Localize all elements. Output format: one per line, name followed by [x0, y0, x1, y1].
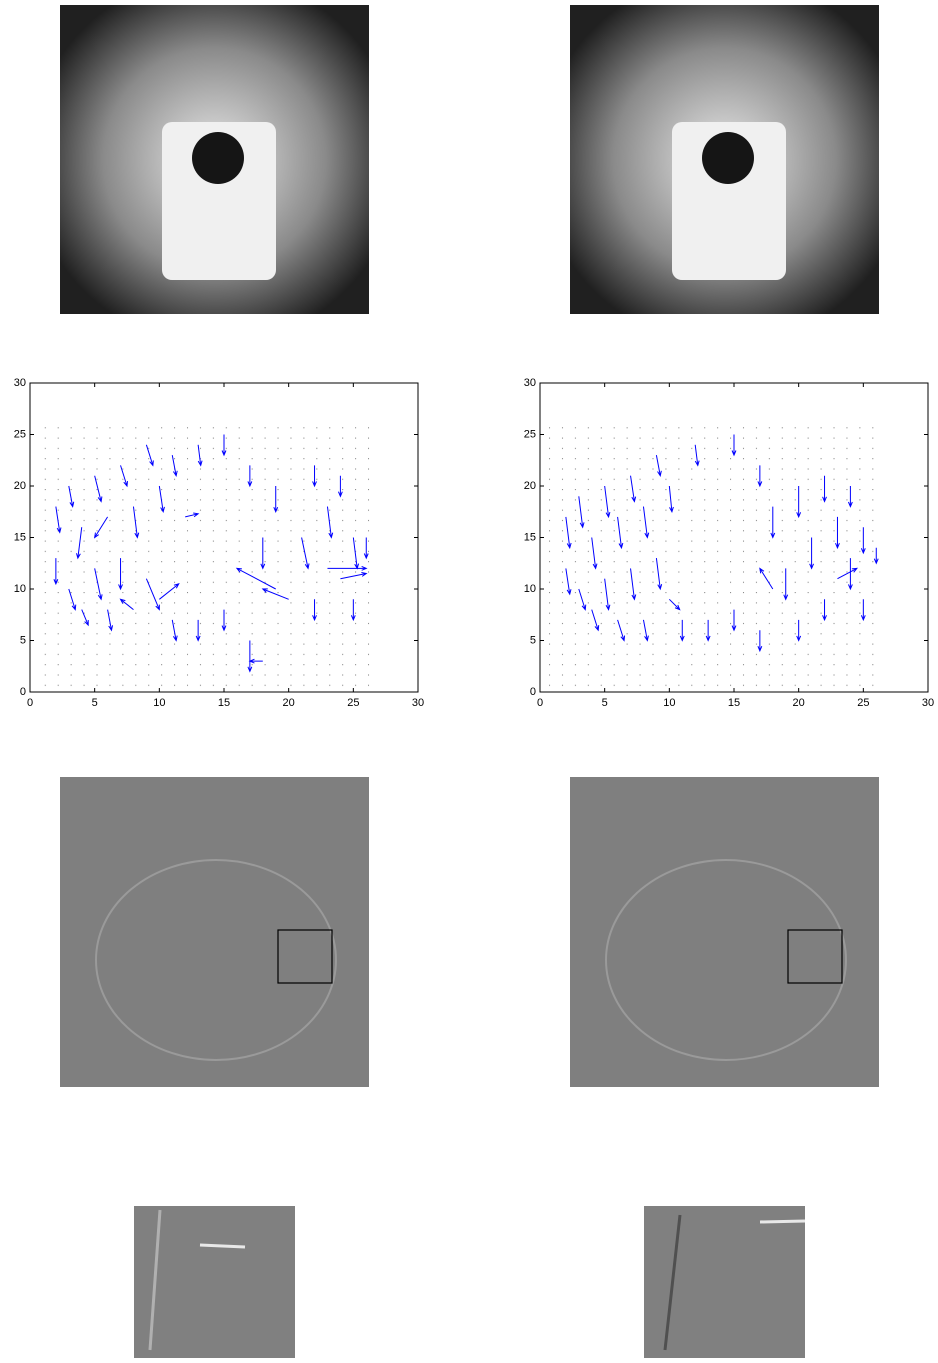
x-tick-label: 20: [283, 697, 295, 709]
page: 0 5 10 15 20 25 30 0 5 10 15 20 25 30 0 5 10 15 20 25 30 0 5 10…: [0, 0, 938, 1363]
y-tick-label: 10: [524, 583, 536, 595]
diff-left: [60, 777, 369, 1087]
y-tick-label: 0: [530, 686, 536, 698]
grid-dots: [37, 419, 373, 687]
grid-dots: [547, 419, 883, 687]
quiver-plot: 0 5 10 15 20 25 30 0 5 10 15 20 25 30: [14, 377, 424, 709]
quiver-plot: 0 5 10 15 20 25 30 0 5 10 15 20 25 30: [524, 377, 934, 709]
figure: 0 5 10 15 20 25 30 0 5 10 15 20 25 30 0 5 10 15 20 25 30 0 5 10…: [0, 0, 938, 1358]
photo-right: [570, 5, 879, 314]
y-tick-label: 5: [530, 634, 536, 646]
diff-right: [570, 777, 879, 1087]
photo-left: [60, 5, 369, 314]
x-tick-label: 15: [218, 697, 230, 709]
x-tick-label: 15: [728, 697, 740, 709]
y-tick-label: 10: [14, 583, 26, 595]
x-tick-label: 5: [602, 697, 608, 709]
crop-right: [644, 1206, 805, 1358]
y-tick-label: 20: [14, 480, 26, 492]
y-tick-label: 20: [524, 480, 536, 492]
x-tick-label: 25: [347, 697, 359, 709]
x-tick-label: 10: [153, 697, 165, 709]
x-tick-label: 0: [537, 697, 543, 709]
y-tick-label: 30: [14, 377, 26, 389]
x-tick-label: 30: [922, 697, 934, 709]
x-tick-label: 10: [663, 697, 675, 709]
y-tick-label: 25: [14, 428, 26, 440]
y-tick-label: 15: [524, 531, 536, 543]
x-tick-label: 30: [412, 697, 424, 709]
x-tick-label: 0: [27, 697, 33, 709]
x-tick-label: 20: [793, 697, 805, 709]
y-tick-label: 25: [524, 428, 536, 440]
y-tick-label: 15: [14, 531, 26, 543]
x-tick-label: 5: [92, 697, 98, 709]
crop-left: [134, 1206, 295, 1358]
y-tick-label: 5: [20, 634, 26, 646]
y-tick-label: 0: [20, 686, 26, 698]
x-tick-label: 25: [857, 697, 869, 709]
y-tick-label: 30: [524, 377, 536, 389]
